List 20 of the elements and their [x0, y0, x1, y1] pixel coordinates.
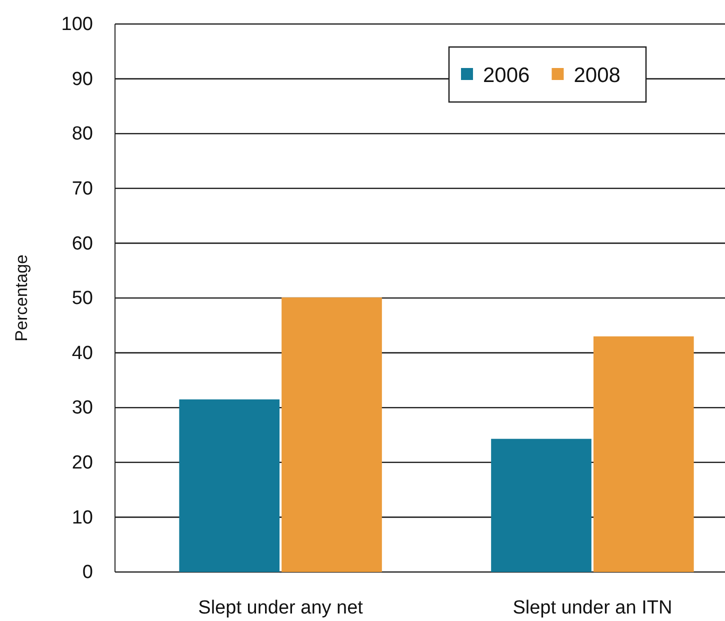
- y-tick-label: 60: [72, 233, 93, 254]
- y-tick-label: 70: [72, 178, 93, 200]
- y-tick-label: 40: [72, 342, 93, 364]
- bar: [282, 297, 382, 572]
- legend-label: 2006: [483, 64, 530, 87]
- bar: [179, 399, 280, 572]
- x-tick-label: Slept under an ITN: [512, 597, 672, 618]
- bar: [593, 336, 694, 572]
- y-tick-label: 50: [72, 288, 93, 310]
- y-tick-label: 30: [72, 398, 93, 419]
- y-tick-label: 80: [72, 124, 93, 145]
- x-tick-label: Slept under any net: [198, 597, 364, 618]
- y-tick-label: 20: [72, 452, 93, 474]
- legend-label: 2008: [574, 64, 620, 87]
- y-tick-label: 0: [82, 562, 93, 584]
- y-tick-label: 90: [72, 68, 93, 90]
- y-tick-label: 100: [61, 14, 93, 36]
- y-axis-title: Percentage: [12, 254, 31, 342]
- bar: [491, 438, 592, 572]
- y-tick-label: 10: [72, 507, 93, 528]
